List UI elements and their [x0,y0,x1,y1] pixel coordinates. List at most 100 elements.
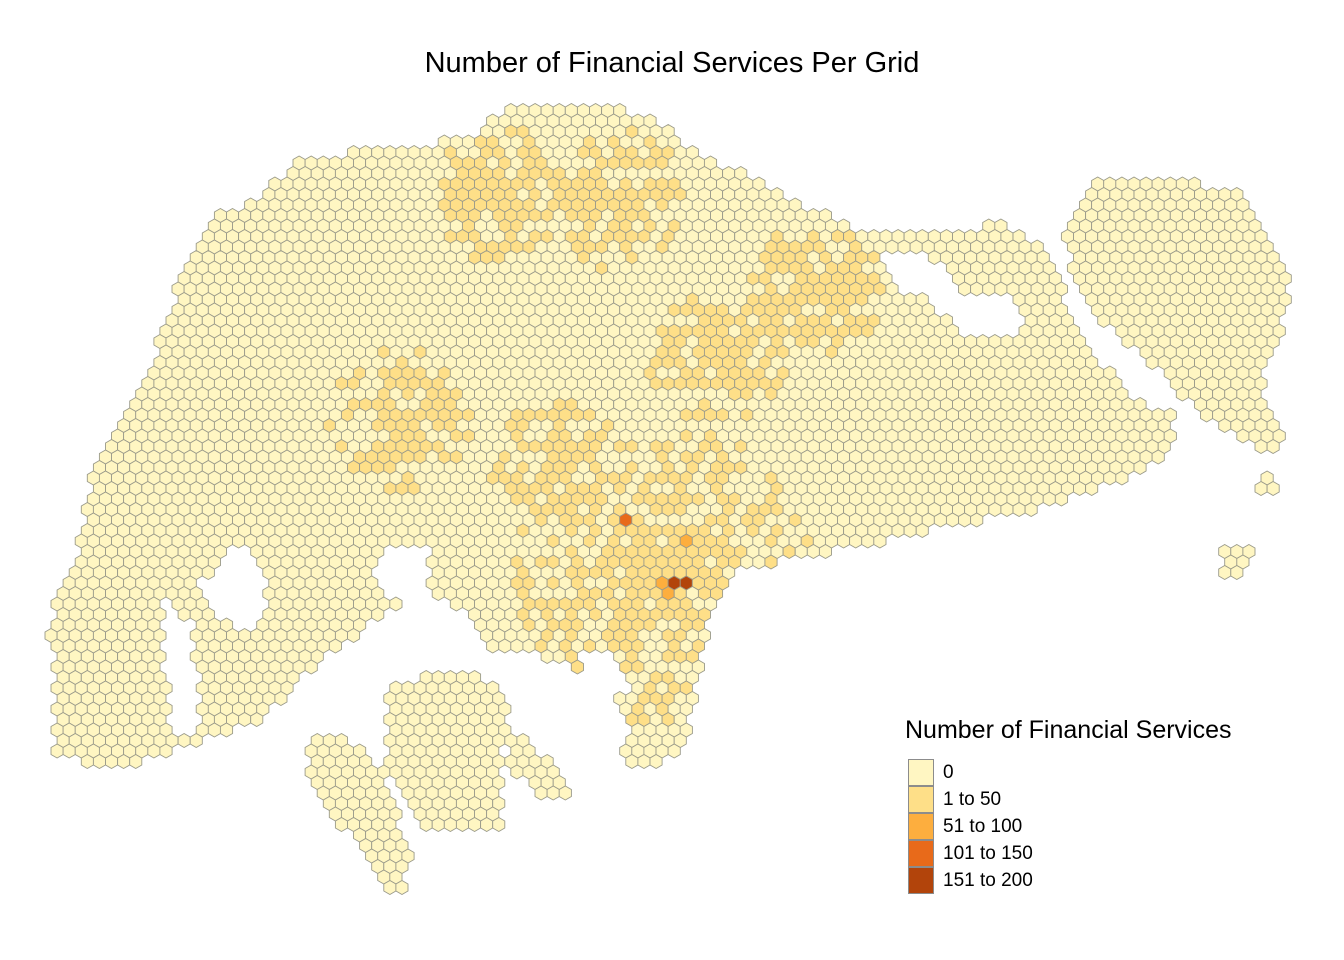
hex-cell [1266,438,1280,455]
hex-cell [958,512,972,528]
hex-cell [1218,417,1232,434]
hex-cell [1103,470,1117,486]
hex-cell [1000,501,1014,518]
hex-cell [637,753,651,770]
hex-cell [782,543,796,560]
hex-cell [334,816,348,833]
hex-cell [480,816,494,833]
hex-cell [413,533,427,549]
hex-cell [510,638,524,654]
hex-cell [274,690,288,707]
hex-cell [1085,480,1099,497]
hex-cell [1133,459,1147,476]
legend-label: 151 to 200 [943,869,1033,891]
hex-cell [371,606,385,623]
hex-cell [752,554,766,570]
hex-cell [1012,501,1026,518]
legend-swatch [908,840,934,867]
hex-cell [909,239,923,255]
hex-cell [552,648,566,665]
hex-cell [395,879,409,896]
hex-cell [62,743,76,759]
hex-cell [401,533,415,549]
hex-cell [431,585,445,602]
legend-label: 101 to 150 [943,842,1033,864]
hex-cell [92,753,106,770]
hex-cell [207,722,221,738]
hex-cell [492,816,506,833]
hex-cell [649,753,663,770]
hex-cell [105,753,119,770]
hex-cell [570,659,584,675]
hex-cell [486,638,500,654]
hex-cell [383,879,397,896]
legend-label: 51 to 100 [943,815,1023,837]
legend-title: Number of Financial Services [905,716,1232,744]
legend-item: 51 to 100 [908,813,1232,840]
hex-cell [861,533,875,549]
hex-cell [818,543,832,560]
hex-cell [849,533,863,549]
hex-cell [522,638,536,654]
hex-cell [958,281,972,297]
hex-cell [328,638,342,654]
hex-cell [595,638,609,654]
hex-cell [903,522,917,539]
hex-cell [455,816,469,833]
hex-cell [238,711,252,728]
hex-cell [443,816,457,833]
hex-cell [794,543,808,560]
hex-cell [347,627,361,644]
hex-cell [1145,354,1159,371]
hex-cell [468,816,482,833]
hex-cell [970,281,984,297]
hex-cell [764,554,778,570]
hex-cell [740,554,754,570]
hex-cell [534,785,548,801]
hex-cell [50,743,64,759]
hex-cell [891,522,905,539]
legend-item: 151 to 200 [908,867,1232,894]
hex-cell [1151,449,1165,465]
hex-cell [189,732,203,749]
hex-cell [1266,480,1280,497]
legend-swatch [908,867,934,894]
hex-cell [117,753,131,770]
hex-cell [232,533,246,549]
hex-cell [389,533,403,549]
hex-cell [147,743,161,759]
hex-cell [667,743,681,759]
legend-swatch [908,759,934,786]
legend-item: 0 [908,759,1232,786]
hex-cell [129,753,143,770]
hex-cell [1236,428,1250,444]
hex-cell [1024,501,1038,518]
hex-cell [1054,491,1068,507]
hex-cell [431,816,445,833]
hex-cell [1042,491,1056,507]
hex-cell [201,564,215,581]
hex-cell [540,648,554,665]
hex-cell [159,743,173,759]
hex-cell [1254,438,1268,455]
hex-cell [449,596,463,612]
hex-cell [177,606,191,623]
hex-cell [970,512,984,528]
hex-cell [1218,564,1232,581]
hex-cell [915,522,929,539]
hex-cell [1175,386,1189,402]
legend-label: 0 [943,761,954,783]
hex-cell [1073,480,1087,497]
hex-cell [988,501,1002,518]
hex-cell [582,638,597,654]
hex-cell [897,239,911,255]
legend: Number of Financial Services 0 1 to 50 5… [905,716,1232,894]
legend-item: 1 to 50 [908,786,1232,813]
hex-cell [1097,312,1111,329]
legend-swatch [908,786,934,813]
hex-cell [837,533,851,549]
legend-label: 1 to 50 [943,788,1002,810]
legend-items: 0 1 to 50 51 to 100 101 to 150 151 to 20… [908,759,1232,894]
